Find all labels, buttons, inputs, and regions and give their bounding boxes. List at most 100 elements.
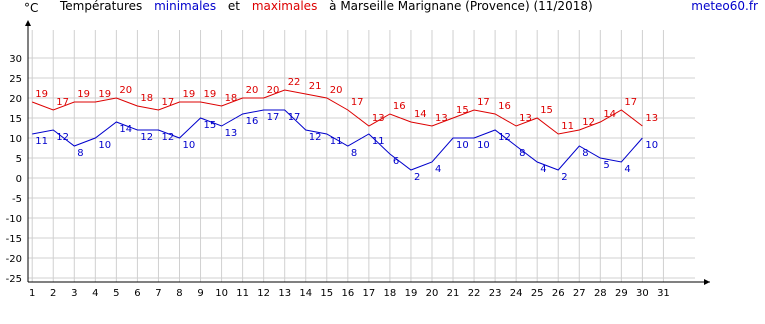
chart-title: Températures minimales et maximales à Ma… <box>59 0 593 13</box>
data-label: 12 <box>309 132 322 143</box>
data-label: 5 <box>603 160 609 171</box>
data-label: 8 <box>351 148 357 159</box>
data-label: 14 <box>603 109 616 120</box>
x-tick-label: 8 <box>176 288 182 299</box>
data-label: 8 <box>519 148 525 159</box>
data-label: 10 <box>98 140 111 151</box>
y-tick-label: 15 <box>9 114 22 125</box>
data-label: 20 <box>119 85 132 96</box>
data-label: 11 <box>330 136 343 147</box>
x-tick-label: 11 <box>236 288 249 299</box>
data-label: 14 <box>119 124 132 135</box>
data-label: 4 <box>435 164 441 175</box>
data-label: 10 <box>182 140 195 151</box>
title-end: à Marseille Marignane (Provence) (11/201… <box>329 0 593 13</box>
x-tick-label: 18 <box>384 288 397 299</box>
x-tick-label: 20 <box>426 288 439 299</box>
source-link[interactable]: meteo60.fr <box>691 0 758 13</box>
series-line <box>32 89 643 135</box>
y-unit: °C <box>24 1 38 15</box>
data-label: 16 <box>246 116 259 127</box>
y-tick-label: 0 <box>16 174 22 185</box>
y-tick-label: -20 <box>6 254 22 265</box>
data-label: 2 <box>414 172 420 183</box>
x-tick-label: 1 <box>29 288 35 299</box>
title-mid: et <box>228 0 240 13</box>
data-label: 13 <box>372 113 385 124</box>
data-label: 19 <box>98 89 111 100</box>
series-line <box>32 109 643 171</box>
data-label: 17 <box>351 97 364 108</box>
x-tick-label: 15 <box>320 288 333 299</box>
y-tick-label: 5 <box>16 154 22 165</box>
title-series-min: minimales <box>154 0 216 13</box>
data-label: 17 <box>288 112 301 123</box>
data-label: 17 <box>161 97 174 108</box>
data-label: 16 <box>498 101 511 112</box>
data-label: 15 <box>456 105 469 116</box>
data-label: 18 <box>140 93 153 104</box>
data-label: 19 <box>77 89 90 100</box>
y-tick-label: -5 <box>12 194 22 205</box>
x-tick-label: 19 <box>405 288 418 299</box>
x-tick-label: 22 <box>468 288 481 299</box>
data-label: 6 <box>393 156 399 167</box>
data-label: 11 <box>372 136 385 147</box>
x-tick-label: 21 <box>447 288 460 299</box>
x-tick-label: 12 <box>257 288 270 299</box>
data-label: 12 <box>140 132 153 143</box>
x-tick-label: 3 <box>71 288 77 299</box>
y-tick-label: 10 <box>9 134 22 145</box>
x-tick-label: 26 <box>552 288 565 299</box>
data-label: 12 <box>56 132 69 143</box>
data-label: 4 <box>540 164 546 175</box>
axis-arrow <box>25 20 31 26</box>
data-label: 19 <box>35 89 48 100</box>
x-tick-label: 2 <box>50 288 56 299</box>
data-label: 13 <box>435 113 448 124</box>
data-label: 20 <box>330 85 343 96</box>
x-tick-label: 10 <box>215 288 228 299</box>
data-label: 2 <box>561 172 567 183</box>
x-tick-label: 25 <box>531 288 544 299</box>
data-label: 15 <box>540 105 553 116</box>
data-label: 10 <box>456 140 469 151</box>
x-tick-label: 17 <box>362 288 375 299</box>
x-tick-label: 23 <box>489 288 502 299</box>
y-tick-label: 25 <box>9 74 22 85</box>
x-tick-label: 27 <box>573 288 586 299</box>
title-start: Températures <box>59 0 142 13</box>
data-label: 19 <box>204 89 217 100</box>
data-label: 14 <box>414 109 427 120</box>
x-tick-label: 24 <box>510 288 523 299</box>
data-label: 17 <box>267 112 280 123</box>
data-label: 12 <box>161 132 174 143</box>
data-label: 17 <box>477 97 490 108</box>
data-label: 8 <box>582 148 588 159</box>
x-tick-label: 5 <box>113 288 119 299</box>
y-tick-label: -15 <box>6 234 22 245</box>
data-label: 13 <box>225 128 238 139</box>
x-tick-label: 28 <box>594 288 607 299</box>
x-tick-label: 14 <box>299 288 312 299</box>
data-label: 11 <box>561 121 574 132</box>
data-label: 17 <box>56 97 69 108</box>
x-tick-label: 29 <box>615 288 628 299</box>
x-tick-label: 31 <box>657 288 670 299</box>
x-tick-label: 30 <box>636 288 649 299</box>
x-tick-label: 7 <box>155 288 161 299</box>
data-label: 20 <box>246 85 259 96</box>
data-label: 8 <box>77 148 83 159</box>
data-label: 4 <box>624 164 630 175</box>
x-tick-label: 13 <box>278 288 291 299</box>
data-label: 19 <box>182 89 195 100</box>
data-label: 12 <box>582 117 595 128</box>
data-label: 17 <box>624 97 637 108</box>
data-label: 15 <box>204 120 217 131</box>
data-label: 16 <box>393 101 406 112</box>
data-label: 13 <box>519 113 532 124</box>
data-label: 11 <box>35 136 48 147</box>
x-tick-label: 16 <box>341 288 354 299</box>
data-label: 18 <box>225 93 238 104</box>
